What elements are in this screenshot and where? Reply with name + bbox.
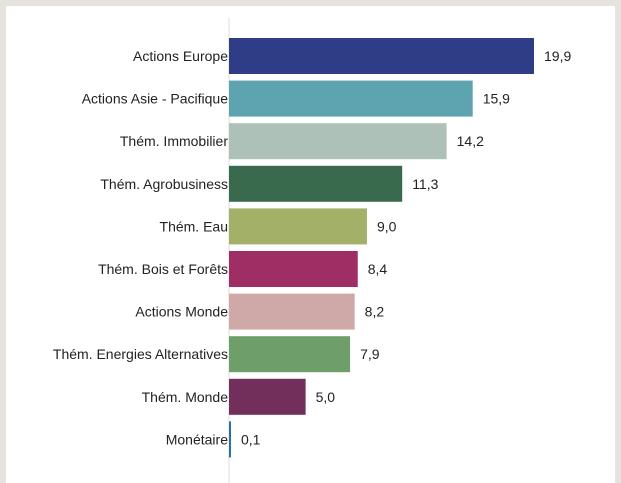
bar-actions-europe <box>229 38 534 74</box>
value-label-them-bois-et-forets: 8,4 <box>368 261 388 277</box>
value-label-actions-asie-pacifique: 15,9 <box>483 91 510 107</box>
category-label-them-energies-alternatives: Thém. Energies Alternatives <box>53 346 228 362</box>
category-label-actions-asie-pacifique: Actions Asie - Pacifique <box>82 91 229 107</box>
value-label-actions-europe: 19,9 <box>544 48 571 64</box>
bar-them-monde <box>229 378 306 415</box>
bar-actions-monde <box>229 293 355 330</box>
category-label-them-agrobusiness: Thém. Agrobusiness <box>100 176 228 192</box>
chart-panel: Actions Europe Actions Asie - Pacifique Th… <box>6 6 615 483</box>
bar-chart: Actions Europe Actions Asie - Pacifique Th… <box>53 18 571 483</box>
category-label-actions-europe: Actions Europe <box>133 48 228 64</box>
bars-group <box>229 38 534 458</box>
bar-them-eau <box>229 208 367 245</box>
value-label-them-monde: 5,0 <box>316 389 336 405</box>
value-label-them-eau: 9,0 <box>377 218 397 234</box>
bar-them-bois-et-forets <box>229 251 358 287</box>
category-labels-group: Actions Europe Actions Asie - Pacifique Th… <box>53 48 228 447</box>
value-label-them-immobilier: 14,2 <box>457 133 484 149</box>
bar-actions-asie-pacifique <box>229 80 473 117</box>
value-label-monetaire: 0,1 <box>241 431 261 447</box>
bar-them-immobilier <box>229 123 447 160</box>
category-label-them-monde: Thém. Monde <box>142 389 229 405</box>
bar-them-energies-alternatives <box>229 336 351 373</box>
category-label-them-eau: Thém. Eau <box>160 218 228 234</box>
category-label-them-immobilier: Thém. Immobilier <box>120 133 228 149</box>
value-label-them-agrobusiness: 11,3 <box>412 176 438 192</box>
bar-monetaire <box>229 421 231 458</box>
value-label-them-energies-alternatives: 7,9 <box>360 346 380 362</box>
category-label-monetaire: Monétaire <box>166 431 228 447</box>
bar-them-agrobusiness <box>229 165 403 202</box>
category-label-actions-monde: Actions Monde <box>135 304 228 320</box>
category-label-them-bois-et-forets: Thém. Bois et Forêts <box>98 261 228 277</box>
value-label-actions-monde: 8,2 <box>365 304 385 320</box>
value-labels-group: 19,9 15,9 14,2 11,3 9,0 8,4 8,2 7,9 5,0 0,1 <box>241 48 571 447</box>
